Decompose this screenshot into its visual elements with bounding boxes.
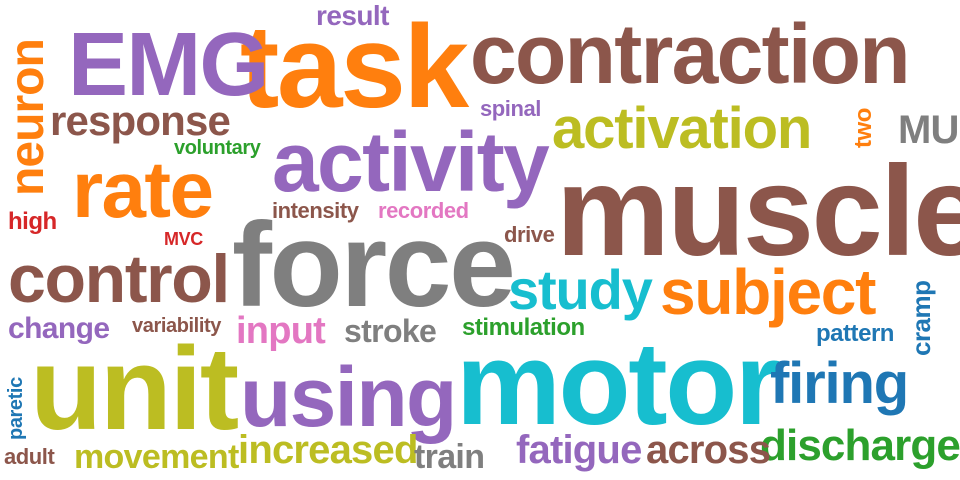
word-pattern: pattern (816, 320, 894, 347)
word-stroke: stroke (344, 313, 437, 349)
word-change: change (8, 312, 110, 345)
word-increased: increased (238, 428, 418, 472)
word-activation: activation (552, 96, 812, 161)
word-mvc: MVC (164, 229, 203, 249)
word-subject: subject (660, 256, 876, 328)
word-task: task (240, 1, 469, 133)
word-stimulation: stimulation (462, 314, 585, 341)
word-intensity: intensity (272, 198, 359, 223)
word-force: force (232, 198, 516, 332)
word-across: across (646, 428, 771, 472)
word-two: two (850, 108, 877, 148)
word-drive: drive (504, 222, 555, 247)
word-high: high (8, 208, 57, 235)
word-neuron: neuron (1, 39, 54, 196)
word-input: input (236, 310, 326, 352)
word-emg: EMG (68, 15, 269, 115)
word-voluntary: voluntary (174, 137, 261, 159)
word-using: using (240, 350, 457, 444)
word-rate: rate (72, 145, 214, 234)
word-firing: firing (770, 351, 909, 416)
word-contraction: contraction (470, 7, 911, 101)
word-cramp: cramp (906, 280, 936, 356)
word-response: response (50, 97, 231, 144)
word-paretic: paretic (5, 377, 27, 440)
word-activity: activity (272, 115, 550, 209)
word-fatigue: fatigue (516, 428, 642, 472)
word-variability: variability (132, 315, 221, 337)
word-movement: movement (74, 438, 239, 476)
word-adult: adult (4, 444, 55, 469)
word-spinal: spinal (480, 96, 541, 121)
word-unit: unit (30, 323, 239, 455)
word-study: study (508, 258, 653, 321)
word-motor: motor (456, 318, 781, 450)
word-result: result (316, 0, 389, 31)
word-discharge: discharge (760, 421, 960, 470)
word-train: train (414, 438, 485, 476)
word-control: control (8, 241, 230, 317)
word-mu: MU (898, 108, 959, 152)
word-recorded: recorded (378, 198, 469, 223)
word-muscle: muscle (556, 140, 960, 283)
